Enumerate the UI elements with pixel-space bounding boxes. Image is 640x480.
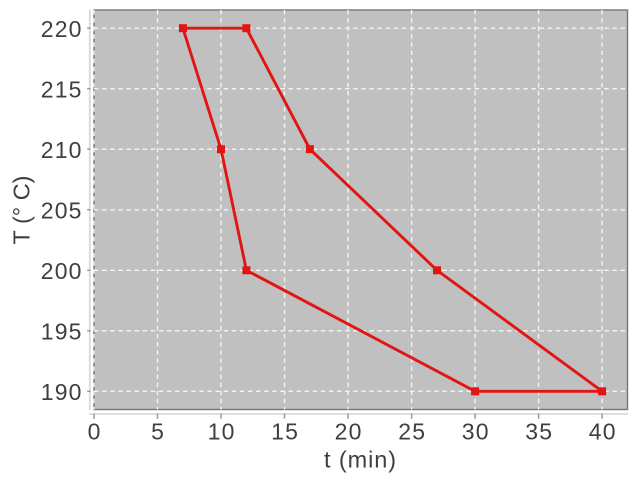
svg-text:5: 5	[151, 418, 165, 444]
svg-text:190: 190	[41, 379, 83, 405]
svg-text:205: 205	[41, 197, 83, 223]
svg-text:10: 10	[208, 418, 236, 444]
svg-text:200: 200	[41, 258, 83, 284]
svg-text:35: 35	[525, 418, 553, 444]
svg-text:40: 40	[589, 418, 617, 444]
svg-text:T (° C): T (° C)	[9, 175, 35, 244]
svg-text:0: 0	[88, 418, 102, 444]
svg-text:220: 220	[41, 16, 83, 42]
svg-text:30: 30	[462, 418, 490, 444]
svg-text:25: 25	[398, 418, 426, 444]
svg-text:20: 20	[335, 418, 363, 444]
svg-text:195: 195	[41, 318, 83, 344]
svg-text:t (min): t (min)	[324, 447, 397, 473]
svg-text:215: 215	[41, 76, 83, 102]
svg-text:15: 15	[271, 418, 299, 444]
svg-text:210: 210	[41, 137, 83, 163]
